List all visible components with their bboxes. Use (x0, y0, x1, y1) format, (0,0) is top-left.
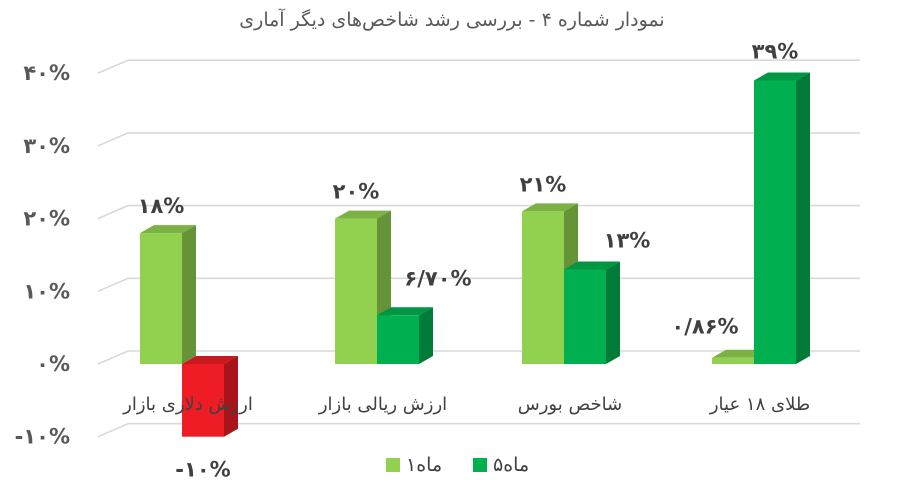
data-label-5month: -۱۰% (175, 458, 230, 482)
bar-1month (140, 225, 196, 364)
bar-top-face (377, 307, 433, 316)
data-label-1month: ۰/۸۶% (671, 315, 738, 339)
bar-top-face (754, 72, 810, 81)
bar-front-face (335, 218, 377, 364)
bar-5month (377, 307, 433, 364)
chart-title: نمودار شماره ۴ - بررسی رشد شاخص‌های دیگر… (239, 7, 664, 31)
y-axis-ticks: ۴۰% ۳۰% ۲۰% ۱۰% ۰% -۱۰% (15, 61, 70, 449)
data-label-1month: ۱۸% (138, 194, 185, 218)
bar-5month (182, 356, 238, 437)
y-tick-label: ۱۰% (23, 279, 70, 303)
grid-lines (97, 59, 860, 438)
y-tick-label: -۱۰% (15, 425, 70, 449)
grid-line (97, 59, 860, 74)
grid-line (97, 277, 860, 293)
bar-top-face (182, 356, 238, 364)
legend-swatch-1month (386, 458, 400, 472)
bar-front-face (182, 364, 224, 437)
bar-5month (754, 72, 810, 364)
legend-label-1month: ۱ماه (406, 454, 442, 476)
y-tick-label: ۲۰% (23, 207, 70, 231)
bar-5month (564, 261, 620, 364)
bar-front-face (754, 80, 796, 364)
grid-line (97, 132, 860, 147)
bar-front-face (712, 357, 754, 364)
y-tick-label: ۰% (36, 352, 70, 376)
bar-side-face (419, 307, 433, 364)
legend-swatch-5month (473, 458, 487, 472)
bar-top-face (335, 210, 391, 219)
category-label: طلای ۱۸ عیار (709, 394, 810, 415)
bar-front-face (377, 315, 419, 364)
grid-line (97, 422, 860, 438)
data-label-1month: ۲۱% (520, 172, 567, 196)
data-label-5month: ۶/۷۰% (404, 266, 471, 290)
data-label-5month: ۱۳% (604, 228, 651, 252)
category-label: ارزش دلاری بازار (122, 394, 253, 415)
bar-front-face (140, 233, 182, 364)
bar-side-face (796, 72, 810, 364)
data-label-5month: ۳۹% (752, 39, 799, 63)
y-tick-label: ۴۰% (23, 61, 70, 85)
data-label-1month: ۲۰% (333, 180, 380, 204)
y-tick-label: ۳۰% (23, 134, 70, 158)
bar-side-face (606, 261, 620, 364)
legend-label-5month: ۵ماه (493, 454, 529, 476)
bar-front-face (564, 269, 606, 364)
bar-top-face (140, 225, 196, 234)
bar-side-face (224, 356, 238, 437)
category-label: ارزش ریالی بازار (318, 394, 447, 415)
data-labels: ۱۸% -۱۰% ۲۰% ۶/۷۰% ۲۱% ۱۳% ۰/۸۶% ۳۹% (138, 39, 799, 481)
grid-line (97, 204, 860, 220)
bar-front-face (522, 211, 564, 364)
legend: ۱ماه ۵ماه (386, 454, 529, 476)
bars (140, 72, 810, 437)
bar-top-face (564, 261, 620, 270)
category-label: شاخص بورس (518, 394, 622, 415)
category-labels: ارزش دلاری بازار ارزش ریالی بازار شاخص بور… (122, 394, 810, 415)
bar-top-face (522, 203, 578, 212)
bar-side-face (182, 225, 196, 364)
